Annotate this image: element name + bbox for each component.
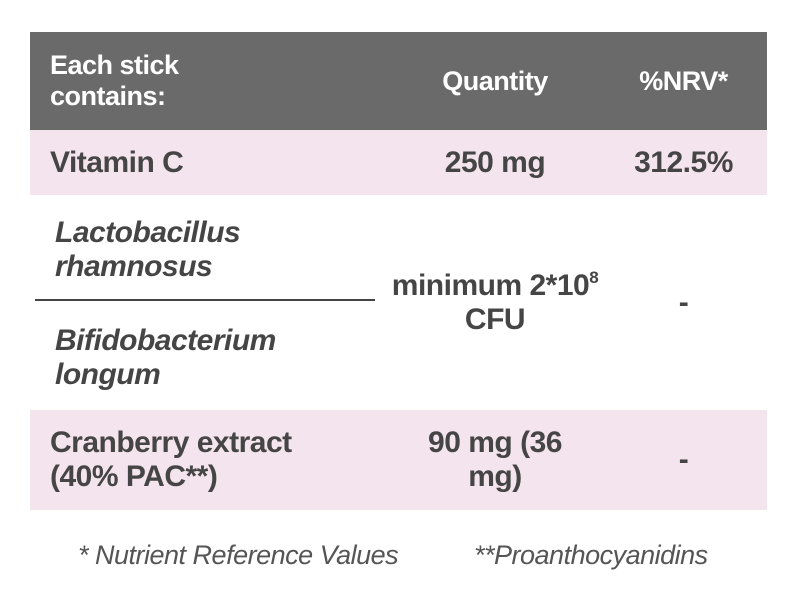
nrv: - (678, 285, 689, 319)
exponent: 8 (589, 267, 599, 287)
row: Lactobacillus rhamnosus Bifidobacterium … (30, 195, 767, 410)
footnote: **Proanthocyanidins (474, 540, 708, 570)
header-name: Each stick contains: (50, 50, 179, 111)
divider (35, 299, 375, 301)
row: Cranberry extract (40% PAC**) 90 mg (36 … (30, 410, 767, 510)
header-row: Each stick contains: Quantity %NRV* (30, 32, 767, 130)
header-quantity: Quantity (442, 65, 548, 96)
quantity-main: minimum 2*10 (391, 268, 590, 302)
quantity-text: minimum 2*108 CFU (390, 269, 600, 337)
nrv: 312.5% (634, 145, 733, 179)
quantity: minimum 2*108 CFU (390, 195, 600, 410)
nutrient-name: Vitamin C (50, 145, 184, 179)
nutrient-name: Cranberry extract (40% PAC**) (50, 426, 292, 493)
row: Vitamin C 250 mg 312.5% (30, 130, 767, 195)
header-nrv: %NRV* (639, 65, 728, 96)
quantity: 90 mg (36 mg) (428, 426, 562, 493)
nutrient-name: Lactobacillus rhamnosus (55, 216, 241, 283)
footnote: * Nutrient Reference Values (78, 540, 399, 570)
quantity: 250 mg (444, 145, 546, 179)
nrv: - (678, 443, 689, 476)
quantity-unit: CFU (464, 302, 526, 336)
nutrient-name: Bifidobacterium longum (55, 324, 276, 391)
